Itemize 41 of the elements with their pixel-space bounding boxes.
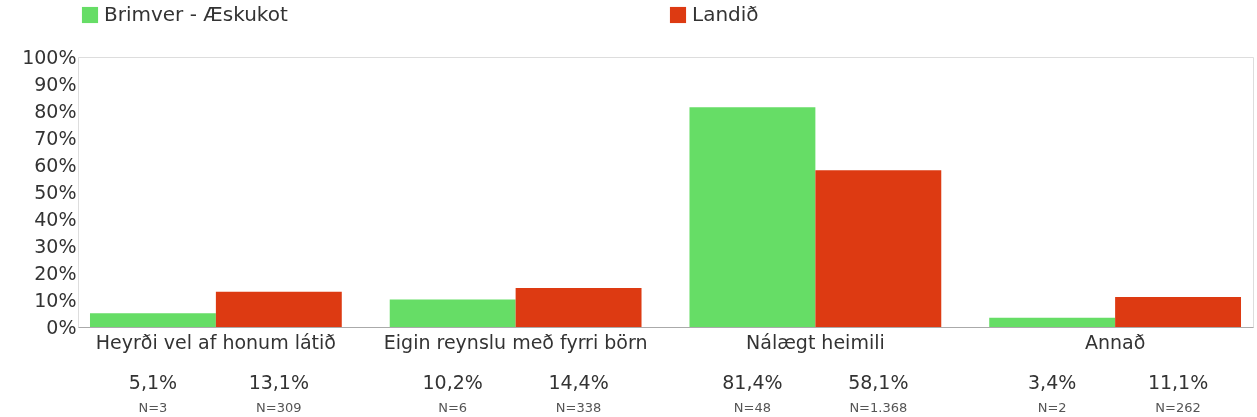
bar <box>815 170 942 327</box>
x-tick-label: Annað <box>1084 330 1146 353</box>
x-tick-label: Eigin reynslu með fyrri börn <box>383 330 648 353</box>
y-tick-label: 40% <box>34 207 77 230</box>
data-label: 3,4% <box>1028 371 1077 393</box>
data-label: 5,1% <box>128 371 178 393</box>
y-tick-label: 70% <box>34 126 77 149</box>
y-tick-label: 90% <box>34 72 77 95</box>
bar <box>215 291 342 327</box>
y-tick-label: 50% <box>34 180 77 203</box>
y-tick-label: 10% <box>34 288 77 311</box>
text: N=3 <box>138 400 168 415</box>
bar <box>1115 297 1242 327</box>
text: N=6 <box>438 400 468 415</box>
y-tick-label: 60% <box>34 153 77 176</box>
x-tick-label: Nálægt heimili <box>746 330 885 353</box>
x-tick-label: Heyrði vel af honum látið <box>95 330 336 353</box>
bar <box>689 107 816 327</box>
text: N=262 <box>1155 400 1201 415</box>
legend-label: Landið <box>692 2 759 26</box>
y-tick-label: 20% <box>34 261 77 284</box>
bar <box>989 317 1116 327</box>
data-label: 13,1% <box>248 371 310 393</box>
y-tick-label: 30% <box>34 234 77 257</box>
bar <box>515 288 642 327</box>
data-label: 58,1% <box>848 371 909 393</box>
text: N=309 <box>256 400 302 415</box>
y-tick-label: 100% <box>22 45 77 68</box>
y-tick-label: 80% <box>34 99 77 122</box>
data-label: 14,4% <box>548 371 609 393</box>
data-label: 10,2% <box>422 371 483 393</box>
bar <box>89 313 216 327</box>
data-label: 11,1% <box>1147 371 1209 393</box>
text: N=48 <box>733 400 772 415</box>
y-tick-label: 0% <box>46 315 77 338</box>
text: N=2 <box>1037 400 1067 415</box>
text: N=1.368 <box>849 400 908 415</box>
bar <box>389 299 516 327</box>
text: N=338 <box>555 400 602 415</box>
legend-label: Brimver - Æskukot <box>104 2 288 26</box>
data-label: 81,4% <box>722 371 783 393</box>
